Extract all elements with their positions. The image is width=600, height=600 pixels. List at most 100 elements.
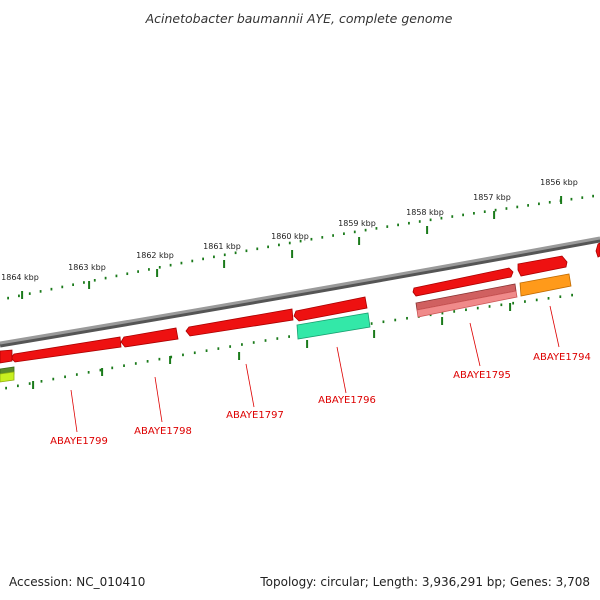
minor-tick [18, 294, 20, 298]
minor-tick [205, 349, 208, 352]
minor-tick [252, 341, 255, 344]
major-tick [169, 356, 172, 364]
kbp-tick-label: 1863 kbp [68, 263, 106, 272]
major-tick [291, 250, 294, 258]
minor-tick [397, 223, 399, 227]
minor-tick [126, 272, 129, 276]
leader-line [549, 305, 560, 348]
kbp-tick-label: 1860 kbp [271, 232, 309, 241]
kbp-tick-label: 1864 kbp [1, 273, 39, 282]
minor-tick [267, 245, 269, 249]
minor-tick [462, 213, 464, 217]
minor-tick [213, 255, 215, 259]
major-tick [21, 291, 24, 299]
minor-tick [581, 196, 584, 199]
minor-tick [559, 295, 562, 299]
minor-tick [321, 236, 324, 239]
minor-tick [202, 257, 204, 261]
major-tick [373, 330, 376, 338]
major-tick [32, 381, 35, 389]
gene-label-abaye1794[interactable]: ABAYE1794 [533, 352, 591, 363]
leader-line [70, 389, 78, 433]
minor-tick [332, 234, 334, 237]
minor-tick [134, 362, 137, 365]
minor-tick [500, 303, 503, 307]
gene-feature-abaye1793[interactable] [517, 255, 568, 277]
minor-tick [547, 297, 550, 300]
minor-tick [234, 251, 237, 255]
minor-tick [191, 259, 194, 263]
major-tick [88, 281, 91, 289]
minor-tick [408, 221, 410, 225]
minor-tick [494, 208, 497, 212]
accession-text: Accession: NC_010410 [9, 575, 145, 589]
gene-feature-edge[interactable] [0, 349, 13, 364]
minor-tick [512, 301, 515, 305]
gene-feature-abaye1796[interactable] [296, 312, 371, 340]
major-tick [509, 303, 512, 311]
gene-feature-abaye1794[interactable] [519, 273, 572, 297]
major-tick [306, 340, 309, 348]
minor-tick [229, 345, 232, 348]
minor-tick [61, 285, 64, 289]
gene-label-abaye1796[interactable]: ABAYE1796 [318, 395, 376, 406]
minor-tick [16, 384, 19, 388]
gene-label-abaye1797[interactable]: ABAYE1797 [226, 410, 284, 421]
gene-feature-abaye1795[interactable] [412, 267, 514, 297]
minor-tick [538, 202, 540, 206]
kbp-tick-label: 1858 kbp [406, 208, 444, 217]
minor-tick [441, 311, 444, 315]
minor-tick [592, 194, 594, 198]
gene-feature-edge-yellow[interactable] [0, 371, 15, 383]
gene-label-abaye1799[interactable]: ABAYE1799 [50, 436, 108, 447]
minor-tick [87, 371, 90, 374]
gene-feature-abaye1796a[interactable] [293, 296, 368, 322]
minor-tick [364, 228, 367, 232]
minor-tick [429, 218, 432, 222]
leader-line [469, 322, 481, 367]
kbp-tick-label: 1861 kbp [203, 242, 241, 251]
minor-tick [473, 211, 475, 215]
minor-tick [217, 347, 220, 350]
minor-tick [483, 210, 486, 213]
minor-tick [72, 283, 74, 287]
minor-tick [571, 293, 573, 297]
minor-tick [115, 274, 118, 278]
gene-label-abaye1795[interactable]: ABAYE1795 [453, 370, 511, 381]
leader-line [154, 376, 163, 423]
gene-label-abaye1798[interactable]: ABAYE1798 [134, 426, 192, 437]
gene-feature-abaye1798[interactable] [120, 327, 179, 348]
major-tick [156, 269, 159, 277]
minor-tick [148, 268, 150, 271]
major-tick [238, 352, 241, 360]
minor-tick [394, 318, 397, 322]
minor-tick [170, 355, 173, 359]
minor-tick [158, 265, 161, 269]
minor-tick [264, 339, 267, 342]
genome-backbone [0, 236, 600, 345]
minor-tick [418, 220, 421, 223]
minor-tick [524, 300, 526, 303]
minor-tick [276, 337, 279, 340]
minor-tick [548, 200, 551, 204]
major-tick [560, 196, 563, 204]
minor-tick [83, 281, 85, 284]
minor-tick [75, 373, 78, 376]
leader-line [336, 346, 347, 394]
minor-tick [570, 197, 573, 201]
minor-tick [370, 322, 373, 325]
minor-tick [440, 216, 443, 220]
genome-backbone-shadow [0, 237, 600, 348]
minor-tick [50, 287, 53, 291]
minor-tick [406, 316, 408, 320]
minor-tick [137, 270, 139, 273]
gene-feature-edge-right[interactable] [595, 242, 600, 258]
gene-feature-abaye1797[interactable] [185, 308, 294, 337]
minor-tick [39, 290, 42, 293]
major-tick [441, 317, 444, 325]
kbp-tick-label: 1856 kbp [540, 178, 578, 187]
gene-feature-abaye1795-b[interactable] [416, 290, 518, 318]
minor-tick [476, 306, 479, 310]
major-tick [426, 226, 429, 234]
minor-tick [180, 261, 183, 265]
